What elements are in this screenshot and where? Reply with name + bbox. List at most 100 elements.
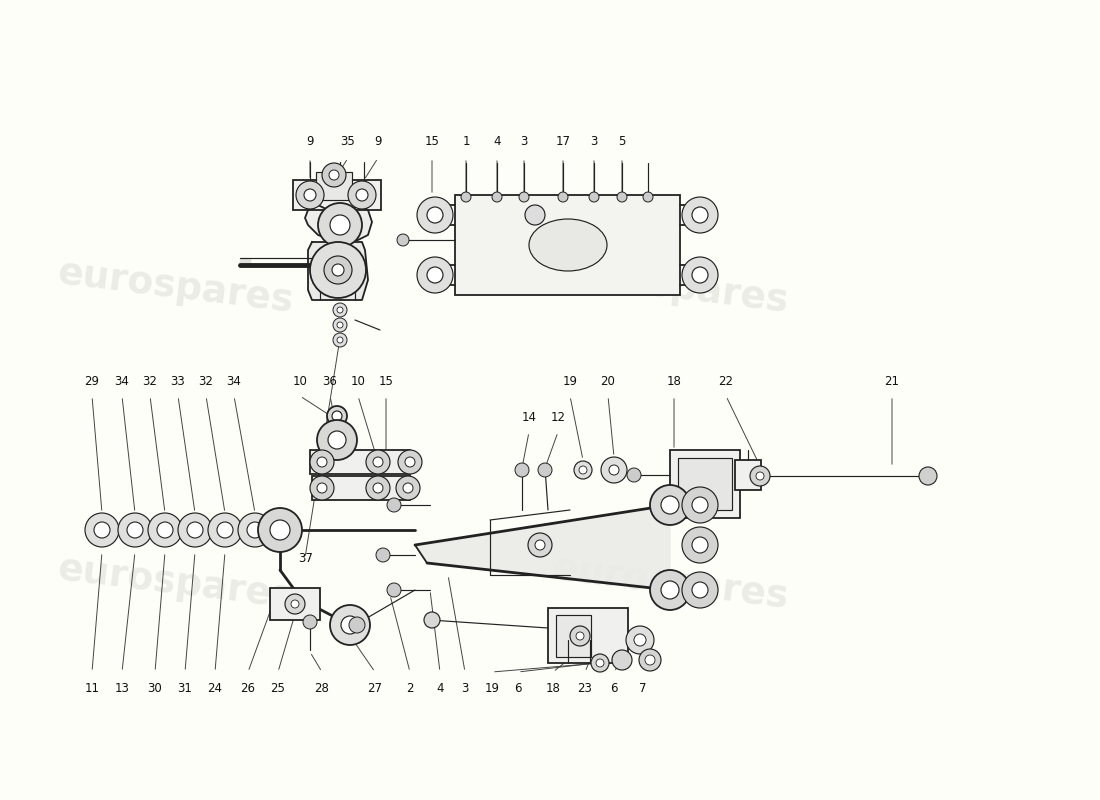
Polygon shape [240, 258, 250, 265]
Circle shape [329, 170, 339, 180]
Text: 19: 19 [562, 375, 578, 388]
Circle shape [397, 234, 409, 246]
Text: 4: 4 [493, 135, 500, 148]
Circle shape [403, 483, 412, 493]
Circle shape [427, 207, 443, 223]
Polygon shape [330, 420, 344, 432]
Circle shape [639, 649, 661, 671]
Circle shape [187, 522, 204, 538]
Circle shape [650, 570, 690, 610]
Circle shape [333, 318, 346, 332]
Circle shape [634, 634, 646, 646]
Text: 29: 29 [85, 375, 99, 388]
Text: 3: 3 [461, 682, 469, 695]
Text: 13: 13 [114, 682, 130, 695]
Bar [270, 588, 320, 620]
Circle shape [692, 582, 708, 598]
Circle shape [519, 192, 529, 202]
Circle shape [576, 632, 584, 640]
Text: eurospares: eurospares [55, 552, 295, 616]
Circle shape [692, 267, 708, 283]
Circle shape [601, 457, 627, 483]
Circle shape [333, 303, 346, 317]
Polygon shape [305, 205, 372, 242]
Circle shape [682, 487, 718, 523]
Circle shape [302, 615, 317, 629]
Circle shape [515, 463, 529, 477]
Circle shape [318, 203, 362, 247]
Circle shape [396, 476, 420, 500]
Circle shape [424, 612, 440, 628]
Circle shape [317, 420, 358, 460]
Text: 20: 20 [601, 375, 615, 388]
Text: 30: 30 [147, 682, 163, 695]
Text: 33: 33 [170, 375, 186, 388]
Text: 5: 5 [618, 135, 626, 148]
Text: 1: 1 [462, 135, 470, 148]
Text: 31: 31 [177, 682, 192, 695]
Text: 25: 25 [271, 682, 285, 695]
Bar [678, 458, 732, 510]
Circle shape [579, 466, 587, 474]
Circle shape [535, 540, 544, 550]
Circle shape [178, 513, 212, 547]
Text: 6: 6 [515, 682, 521, 695]
Circle shape [292, 600, 299, 608]
Text: 34: 34 [114, 375, 130, 388]
Text: eurospares: eurospares [550, 256, 790, 320]
Bar [735, 460, 761, 490]
Bar [670, 450, 740, 518]
Circle shape [617, 192, 627, 202]
Circle shape [337, 322, 343, 328]
Text: 21: 21 [884, 375, 900, 388]
Circle shape [337, 337, 343, 343]
Circle shape [692, 537, 708, 553]
Circle shape [574, 461, 592, 479]
Circle shape [341, 616, 359, 634]
Circle shape [85, 513, 119, 547]
Circle shape [525, 205, 544, 225]
Circle shape [118, 513, 152, 547]
Text: 35: 35 [341, 135, 355, 148]
Circle shape [387, 583, 402, 597]
Circle shape [285, 594, 305, 614]
Circle shape [270, 520, 290, 540]
Circle shape [304, 189, 316, 201]
Circle shape [756, 472, 764, 480]
Text: 7: 7 [639, 682, 647, 695]
Circle shape [322, 163, 346, 187]
Text: eurospares: eurospares [550, 552, 790, 616]
Circle shape [588, 192, 600, 202]
Text: 23: 23 [578, 682, 593, 695]
Circle shape [348, 181, 376, 209]
Circle shape [376, 548, 390, 562]
Circle shape [258, 508, 303, 552]
Circle shape [317, 483, 327, 493]
Text: 15: 15 [425, 135, 439, 148]
Bar [312, 476, 410, 500]
Circle shape [626, 626, 654, 654]
Circle shape [538, 463, 552, 477]
Circle shape [650, 485, 690, 525]
Circle shape [126, 522, 143, 538]
Circle shape [570, 626, 590, 646]
Circle shape [317, 457, 327, 467]
Circle shape [427, 267, 443, 283]
Circle shape [310, 450, 334, 474]
Circle shape [148, 513, 182, 547]
Circle shape [609, 465, 619, 475]
Circle shape [596, 659, 604, 667]
Bar [548, 608, 628, 663]
Text: 9: 9 [374, 135, 382, 148]
Circle shape [692, 497, 708, 513]
Circle shape [682, 572, 718, 608]
Text: 34: 34 [227, 375, 241, 388]
Circle shape [310, 476, 334, 500]
Text: 26: 26 [241, 682, 255, 695]
Text: 3: 3 [591, 135, 597, 148]
Circle shape [558, 192, 568, 202]
Circle shape [461, 192, 471, 202]
Circle shape [398, 450, 422, 474]
Circle shape [337, 307, 343, 313]
Circle shape [356, 189, 369, 201]
